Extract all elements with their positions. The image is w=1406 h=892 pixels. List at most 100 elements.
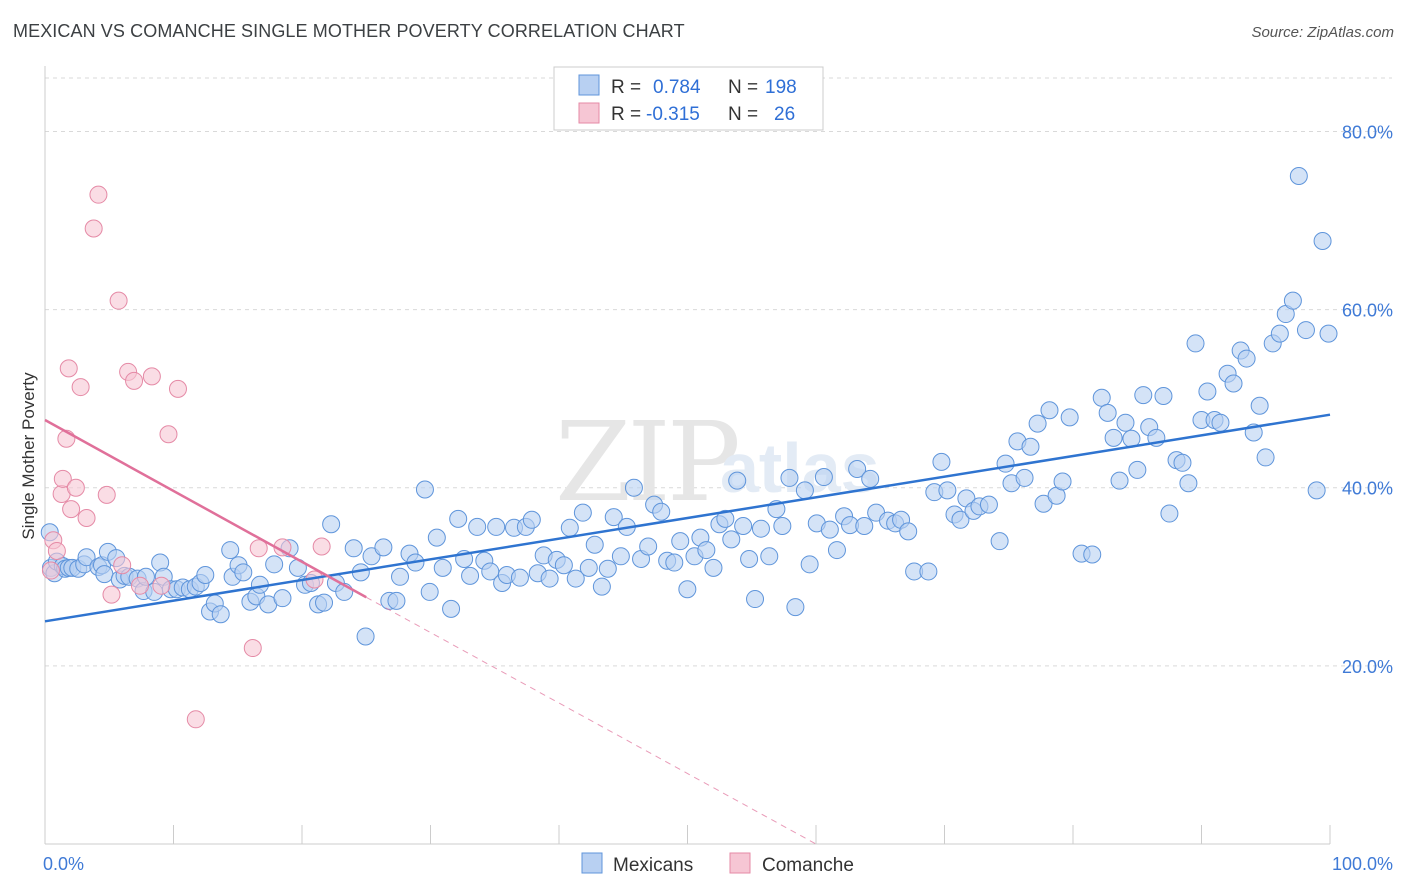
data-point <box>598 559 617 578</box>
data-point <box>671 532 690 551</box>
data-point <box>71 378 90 397</box>
data-point <box>186 710 205 729</box>
data-point <box>1083 545 1102 564</box>
data-point <box>442 599 461 618</box>
data-point <box>265 555 284 574</box>
data-point <box>734 517 753 536</box>
data-point <box>1224 374 1243 393</box>
legend-n-label: N = <box>728 77 758 98</box>
series-comanche <box>41 185 331 729</box>
data-point <box>1256 448 1275 467</box>
legend-box: R = 0.784 N = 198 R = -0.315 N = 26 <box>553 66 824 131</box>
data-point <box>522 510 541 529</box>
data-point <box>1237 349 1256 368</box>
data-point <box>1154 386 1173 405</box>
data-point <box>211 605 230 624</box>
data-point <box>716 509 735 528</box>
legend-r-label: R = <box>611 104 641 125</box>
data-point <box>1092 388 1111 407</box>
tick-labels: 20.0% 40.0% 60.0% 80.0% 0.0% 100.0% <box>43 122 1393 874</box>
watermark: ZIP atlas <box>555 398 880 526</box>
data-point <box>678 580 697 599</box>
data-point <box>125 371 144 390</box>
data-point <box>102 585 121 604</box>
bottom-legend-label-comanche: Comanche <box>762 855 854 876</box>
y-tick-label: 80.0% <box>1342 122 1393 142</box>
data-point <box>1313 231 1332 250</box>
legend-swatch-mexicans <box>578 74 600 96</box>
data-point <box>996 454 1015 473</box>
data-point <box>665 553 684 572</box>
data-point <box>566 569 585 588</box>
data-point <box>1186 334 1205 353</box>
data-point <box>249 539 268 558</box>
data-point <box>1296 321 1315 340</box>
data-point <box>786 598 805 617</box>
bottom-legend-swatch-mexicans <box>581 852 603 874</box>
y-tick-label: 20.0% <box>1342 657 1393 677</box>
data-point <box>1283 291 1302 310</box>
data-point <box>152 576 171 595</box>
data-point <box>1098 403 1117 422</box>
data-point <box>449 509 468 528</box>
data-point <box>592 577 611 596</box>
data-point <box>130 576 149 595</box>
data-point <box>579 558 598 577</box>
data-point <box>800 555 819 574</box>
data-point <box>773 517 792 536</box>
data-point <box>1110 471 1129 490</box>
data-point <box>487 517 506 536</box>
data-point <box>1028 414 1047 433</box>
legend-swatch-comanche <box>578 102 600 124</box>
data-point <box>1250 396 1269 415</box>
data-point <box>84 219 103 238</box>
data-point <box>1116 413 1135 432</box>
data-point <box>95 565 114 584</box>
data-point <box>89 185 108 204</box>
legend-n-label: N = <box>728 104 758 125</box>
data-point <box>196 566 215 585</box>
data-point <box>344 539 363 558</box>
data-point <box>62 500 81 519</box>
data-point <box>433 558 452 577</box>
data-point <box>554 556 573 575</box>
data-point <box>760 547 779 566</box>
data-point <box>979 495 998 514</box>
data-point <box>427 528 446 547</box>
data-point <box>77 548 96 567</box>
data-point <box>234 563 253 582</box>
data-point <box>1040 401 1059 420</box>
data-point <box>814 468 833 487</box>
data-point <box>1134 386 1153 405</box>
data-point <box>722 530 741 549</box>
data-point <box>97 485 116 504</box>
data-point <box>356 627 375 646</box>
data-point <box>1060 408 1079 427</box>
axes <box>44 66 1331 845</box>
data-point <box>1034 494 1053 513</box>
data-point <box>611 547 630 566</box>
y-axis-label: Single Mother Poverty <box>19 372 38 540</box>
chart-title: MEXICAN VS COMANCHE SINGLE MOTHER POVERT… <box>13 21 685 41</box>
data-point <box>391 567 410 586</box>
data-point <box>1021 437 1040 456</box>
data-point <box>728 471 747 490</box>
data-point <box>951 510 970 529</box>
data-point <box>53 469 72 488</box>
data-point <box>59 359 78 378</box>
data-point <box>41 561 60 580</box>
data-point <box>1211 413 1230 432</box>
data-point <box>1104 428 1123 447</box>
data-point <box>827 541 846 560</box>
bottom-legend-label-mexicans: Mexicans <box>613 855 693 876</box>
data-point <box>415 480 434 499</box>
data-point <box>1319 324 1338 343</box>
data-point <box>1173 453 1192 472</box>
data-point <box>746 590 765 609</box>
trend-lines <box>44 413 1331 845</box>
legend-r-label: R = <box>611 77 641 98</box>
y-tick-label: 40.0% <box>1342 479 1393 499</box>
trend-line-mexicans <box>44 413 1331 623</box>
data-point <box>560 518 579 537</box>
